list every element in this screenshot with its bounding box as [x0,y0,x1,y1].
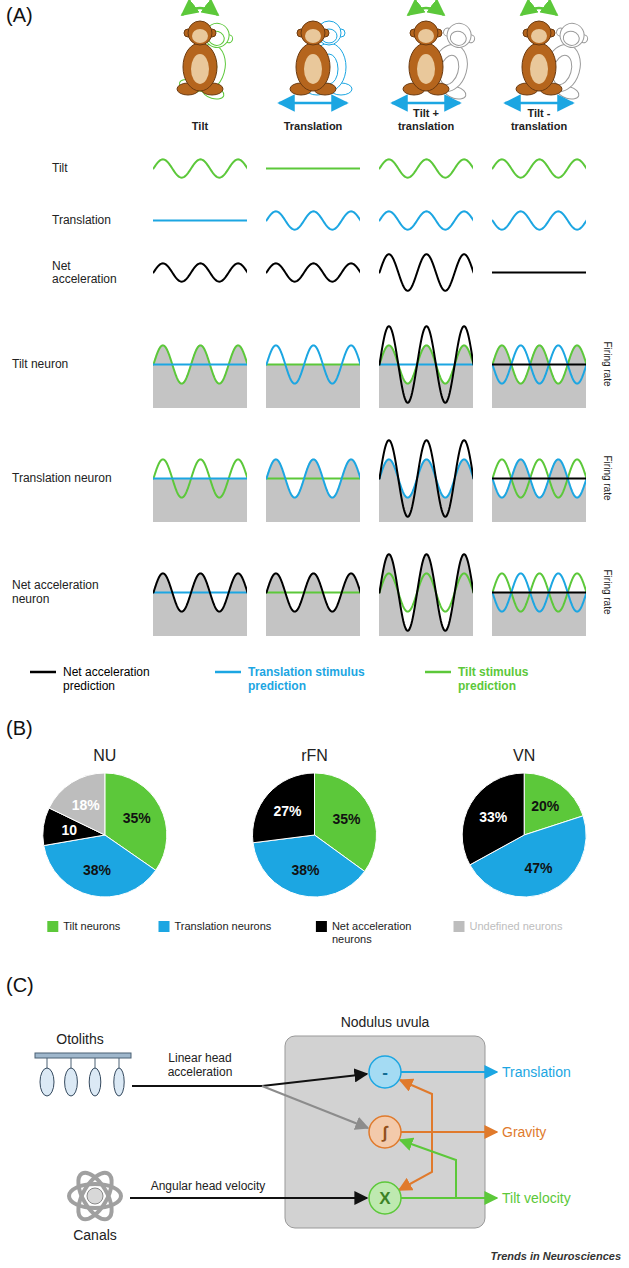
svg-text:translation: translation [511,120,568,132]
svg-text:27%: 27% [274,803,303,819]
svg-text:Translation: Translation [284,120,343,132]
svg-text:38%: 38% [292,862,321,878]
svg-text:Translation stimulusprediction: Translation stimulusprediction [248,665,365,693]
svg-text:Net accelerationprediction: Net accelerationprediction [63,665,150,693]
svg-text:X: X [379,1189,391,1208]
svg-text:Tilt: Tilt [192,120,209,132]
svg-text:Firing rate: Firing rate [602,455,613,500]
svg-text:Tilt velocity: Tilt velocity [502,1190,571,1206]
svg-text:Angular head velocity: Angular head velocity [151,1179,266,1193]
svg-text:38%: 38% [83,862,112,878]
svg-text:33%: 33% [479,809,508,825]
svg-text:Tilt: Tilt [52,161,68,175]
svg-text:Net accelerationneurons: Net accelerationneurons [332,920,412,945]
svg-text:(C): (C) [6,974,34,996]
svg-text:Net accelerationneuron: Net accelerationneuron [12,578,99,606]
svg-text:Netacceleration: Netacceleration [52,259,117,286]
svg-text:rFN: rFN [301,747,328,764]
svg-text:Otoliths: Otoliths [56,1031,103,1047]
svg-text:-: - [382,1063,388,1082]
svg-text:35%: 35% [333,811,362,827]
svg-text:20%: 20% [531,798,560,814]
svg-text:Firing rate: Firing rate [602,569,613,614]
svg-text:VN: VN [513,747,535,764]
svg-text:Trends in Neurosciences: Trends in Neurosciences [490,1250,621,1262]
svg-text:Undefined neurons: Undefined neurons [470,920,563,932]
svg-text:Linear headacceleration: Linear headacceleration [168,1051,233,1079]
svg-text:NU: NU [93,747,116,764]
svg-text:Translation neuron: Translation neuron [12,471,112,485]
svg-text:Translation neurons: Translation neurons [175,920,272,932]
svg-text:Tilt stimulusprediction: Tilt stimulusprediction [458,665,529,693]
svg-text:35%: 35% [123,810,152,826]
svg-text:(A): (A) [6,4,33,26]
svg-text:Tilt +: Tilt + [413,107,439,119]
svg-text:Tilt -: Tilt - [527,107,550,119]
svg-text:Tilt neuron: Tilt neuron [12,357,68,371]
svg-text:Translation: Translation [52,213,111,227]
svg-text:(B): (B) [6,717,33,739]
svg-text:Gravity: Gravity [502,1124,546,1140]
svg-text:47%: 47% [524,860,553,876]
svg-text:∫: ∫ [381,1123,389,1142]
svg-text:Translation: Translation [502,1064,571,1080]
svg-text:10: 10 [61,822,77,838]
svg-text:Firing rate: Firing rate [602,341,613,386]
svg-text:18%: 18% [72,797,101,813]
svg-text:Tilt neurons: Tilt neurons [63,920,121,932]
svg-text:translation: translation [398,120,455,132]
svg-text:Canals: Canals [73,1227,117,1243]
svg-text:Nodulus uvula: Nodulus uvula [341,1014,430,1030]
